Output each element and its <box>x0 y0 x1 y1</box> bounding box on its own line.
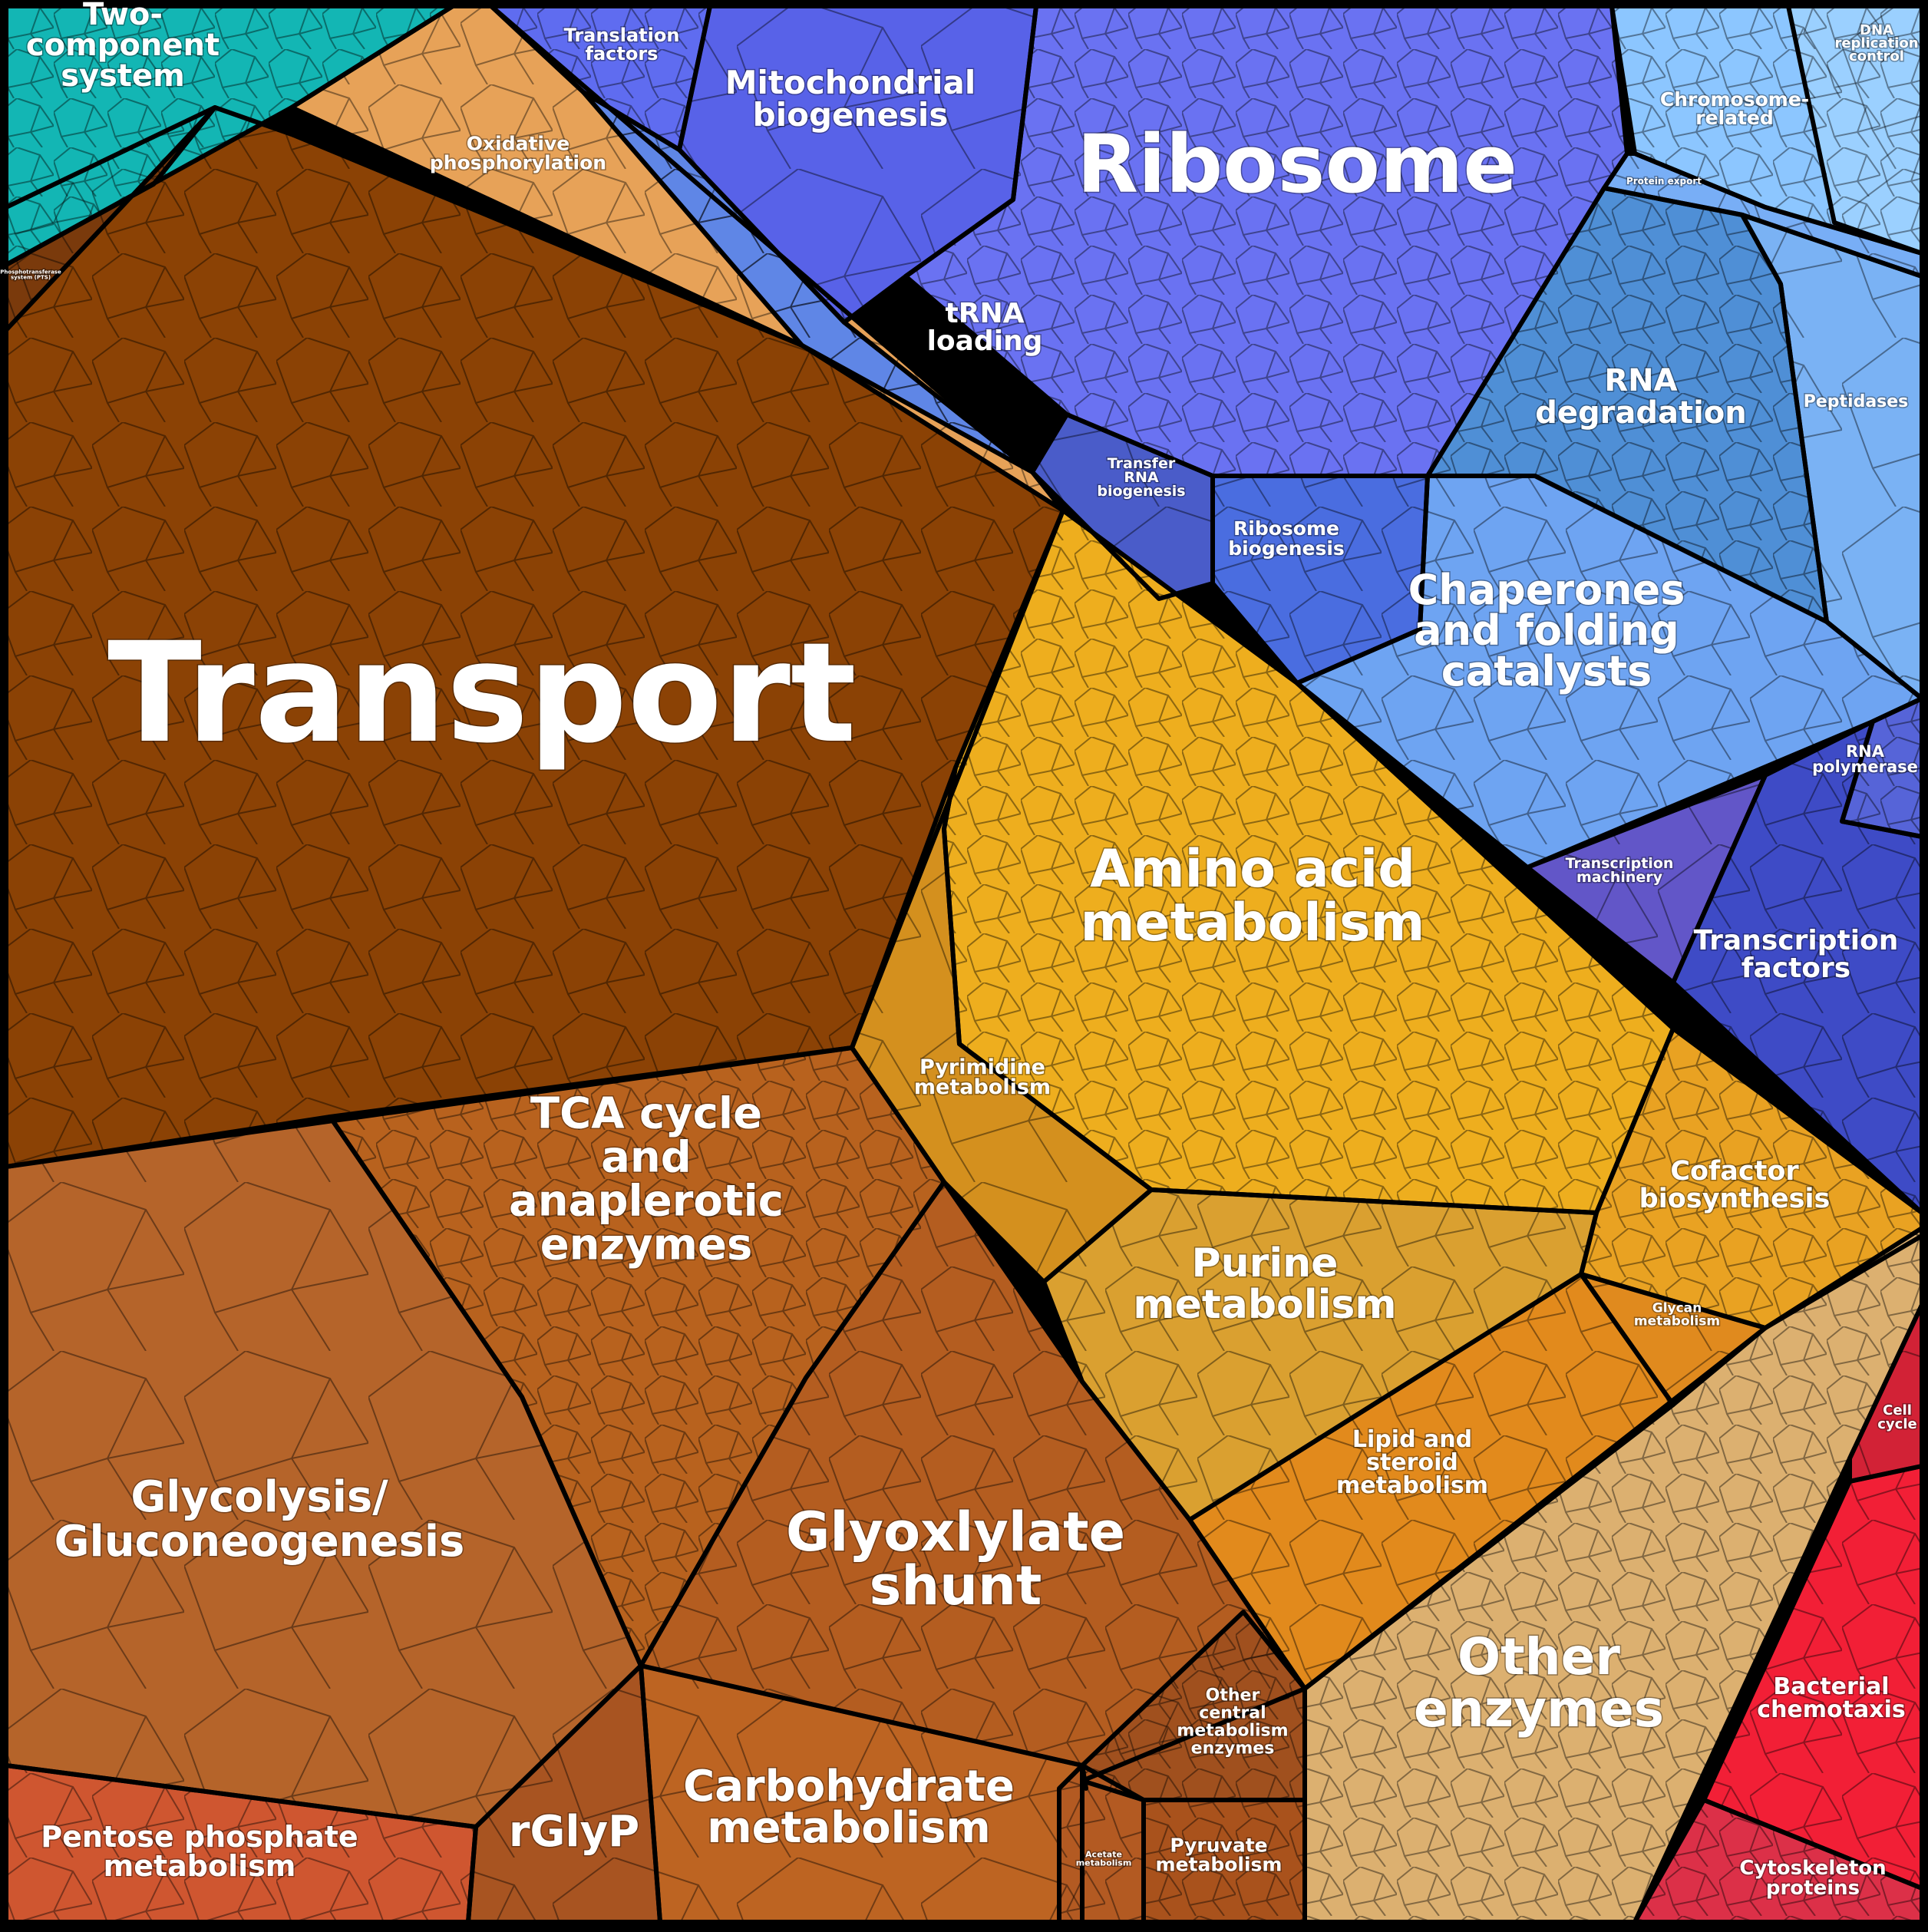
cell-texture-purine-metabolism <box>1044 1190 1596 1520</box>
label-carbohydrate-metabolism: Carbohydrate metabolism <box>683 1762 1015 1853</box>
outline-pentose-phosphate <box>4 1763 478 1924</box>
label-rna-polymerase: RNA polymerase <box>1812 742 1918 776</box>
label-ribosome-biogenesis: Ribosome biogenesis <box>1228 517 1345 560</box>
cell-texture-glycan-metabolism <box>1581 1274 1765 1405</box>
label-cytoskeleton-proteins: Cytoskeleton proteins <box>1739 1857 1886 1900</box>
cell-texture-ribosome-biogenesis <box>1213 476 1428 683</box>
cell-texture-mitochondrial-biogenesis <box>679 6 1036 322</box>
label-transcription-factors: Transcription factors <box>1694 925 1899 984</box>
cell-texture-bacterial-chemotaxis <box>1704 1466 1922 1888</box>
cell-texture-transcription-machinery <box>1527 775 1765 983</box>
label-bacterial-chemotaxis: Bacterial chemotaxis <box>1757 1673 1905 1723</box>
outline-chaperones <box>1295 474 1924 870</box>
label-other-central-metabolism: Other central metabolism enzymes <box>1177 1686 1288 1759</box>
label-tca-cycle: TCA cycle and anaplerotic enzymes <box>509 1089 784 1270</box>
label-lipid-steroid-metabolism: Lipid and steroid metabolism <box>1336 1426 1488 1499</box>
label-rglyp: rGlyP <box>509 1807 639 1857</box>
label-chaperones: Chaperones and folding catalysts <box>1408 566 1685 695</box>
outline-trna-loading <box>581 90 1035 474</box>
outline-phosphotransferase-system <box>4 105 217 332</box>
cell-texture-cell-cycle <box>1850 1305 1922 1481</box>
label-amino-acid-metabolism: Amino acid metabolism <box>1081 839 1425 953</box>
cell-texture-peptidases <box>1742 215 1922 698</box>
label-purine-metabolism: Purine metabolism <box>1133 1240 1396 1328</box>
label-layer: Two-component system Phosphotransferase sy… <box>0 0 1920 1901</box>
cell-texture-transport <box>6 107 1063 1167</box>
label-transcription-machinery: Transcription machinery <box>1566 855 1674 886</box>
cell-texture-ribosome <box>906 6 1627 476</box>
cell-texture-rna-degradation <box>1428 188 1827 622</box>
cell-texture-cytoskeleton-proteins <box>1635 1800 1922 1922</box>
label-chromosome-related: Chromosome-related <box>1660 88 1809 129</box>
label-ribosome: Ribosome <box>1077 117 1517 211</box>
outline-cytoskeleton-proteins <box>1633 1798 1924 1924</box>
cell-texture-pentose-phosphate <box>6 1765 476 1922</box>
label-transfer-rna-biogenesis: Transfer RNA biogenesis <box>1097 455 1185 500</box>
label-glyoxylate-shunt: Glyoxlylate shunt <box>786 1501 1125 1617</box>
label-phosphotransferase-system: Phosphotransferase system (PTS) <box>0 269 61 281</box>
cell-texture-chaperones <box>1297 476 1922 867</box>
cell-texture-rglyp <box>468 1666 660 1922</box>
region-outline-layer <box>4 4 1924 1924</box>
cell-texture-amino-acid-metabolism <box>944 510 1673 1213</box>
label-cofactor-biosynthesis: Cofactor biosynthesis <box>1639 1156 1831 1214</box>
cell-texture-two-component-system <box>6 6 453 265</box>
cell-texture-dna-replication-control <box>1788 6 1922 253</box>
cell-texture-trna-loading <box>583 92 1032 472</box>
label-translation-factors: Translation factors <box>564 25 680 64</box>
label-pyruvate-metabolism: Pyruvate metabolism <box>1156 1835 1283 1876</box>
cell-texture-transfer-rna-biogenesis <box>1032 414 1213 599</box>
cell-texture-lipid-steroid-metabolism <box>1190 1274 1673 1689</box>
label-dna-replication-control: DNA replication control <box>1834 22 1918 64</box>
label-trna-loading: tRNA loading <box>927 298 1043 357</box>
label-pyrimidine-metabolism: Pyrimidine metabolism <box>914 1055 1051 1099</box>
label-acetate-metabolism: Acetate metabolism <box>1076 1850 1132 1868</box>
cell-texture-pyruvate-metabolism <box>1144 1800 1305 1922</box>
cell-texture-glycolysis <box>6 1117 641 1827</box>
outline-acetate-metabolism <box>1057 1763 1146 1924</box>
label-glycolysis: Glycolysis/Gluconeogenesis <box>54 1472 465 1567</box>
label-cell-cycle: Cell cycle <box>1877 1402 1916 1432</box>
cell-texture-tca-cycle <box>330 1048 944 1666</box>
label-oxidative-phosphorylation: Oxidative phosphorylation <box>430 133 606 174</box>
cell-texture-glyoxylate-shunt <box>641 1182 1305 1788</box>
label-two-component-system: Two-component system <box>26 0 220 94</box>
label-mitochondrial-biogenesis: Mitochondrial biogenesis <box>725 64 976 134</box>
cell-texture-cofactor-biosynthesis <box>1581 1029 1922 1328</box>
label-protein-export: Protein export <box>1626 176 1702 187</box>
cell-texture-other-enzymes <box>1305 1228 1922 1922</box>
cell-texture-carbohydrate-metabolism <box>641 1666 1082 1922</box>
label-peptidases: Peptidases <box>1804 392 1909 411</box>
label-glycan-metabolism: Glycan metabolism <box>1634 1301 1720 1329</box>
cell-texture-layer <box>6 6 1922 1922</box>
cell-texture-other-central-metabolism <box>1082 1612 1305 1800</box>
label-transport: Transport <box>107 613 857 774</box>
cell-texture-protein-export <box>1604 154 1922 276</box>
cell-texture-translation-factors <box>491 6 710 150</box>
cell-texture-rna-polymerase <box>1842 698 1922 837</box>
label-other-enzymes: Other enzymes <box>1414 1627 1664 1739</box>
label-rna-degradation: RNA degradation <box>1535 363 1747 431</box>
label-pentose-phosphate: Pentose phosphate metabolism <box>41 1820 358 1883</box>
